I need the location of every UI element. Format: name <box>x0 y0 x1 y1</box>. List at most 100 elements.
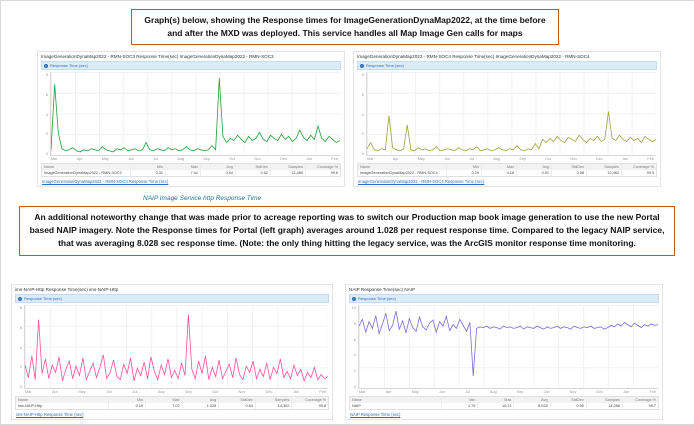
chart-plot-area: 8 6 4 2 0 <box>38 71 344 156</box>
x-tick-label: Nov <box>569 390 577 394</box>
x-tick-label: Sep <box>184 390 192 394</box>
chart-plot-area: 10 8 6 4 2 0 <box>346 304 662 389</box>
y-tick-label: 8 <box>353 320 356 326</box>
chart-footer-link[interactable]: ImageGenerationDynaMap2022 - RMN-SOC4 Re… <box>358 179 485 184</box>
y-tick-label: 6 <box>361 91 364 97</box>
stats-value-cell: 0.58 <box>552 170 587 176</box>
stats-header-cell: Coverage % <box>635 398 657 402</box>
y-tick-label: 0 <box>353 383 356 389</box>
x-axis: Mar Apr May Jun Jul Aug Sep Oct Nov Dec Jan Feb <box>346 389 662 395</box>
x-axis: Mar Apr May Jun Jul Aug Sep Oct Nov Dec Jan Feb <box>354 156 660 162</box>
y-tick-label: 0 <box>45 151 48 156</box>
stats-value-cell: 10.21 <box>478 403 515 409</box>
y-axis: 8 6 4 2 0 <box>14 305 24 389</box>
x-tick-label: Dec <box>596 390 604 394</box>
line-series-soc3 <box>51 72 340 155</box>
info-icon: i <box>44 63 48 68</box>
x-tick-label: Sep <box>516 390 524 394</box>
x-tick-label: Feb <box>331 157 338 161</box>
y-axis: 8 6 4 2 0 <box>40 72 50 156</box>
line-series-naip-http <box>25 305 328 388</box>
chart-footer-link[interactable]: ims-NAIP-Http Response Time (sec) <box>16 412 84 417</box>
info-icon: i <box>352 296 356 301</box>
stats-header-cell: Max <box>166 164 201 170</box>
line-series-soc4 <box>367 72 656 155</box>
stats-value-cell: 0.29 <box>447 170 482 176</box>
chart-stats-table: Name Min Max Avg StdDev Samples Coverage % Ima… <box>357 163 657 177</box>
stats-value-cell: 1.028 <box>183 403 220 409</box>
chart-title: NAIP Response Time(sec) NAIP <box>349 287 416 292</box>
chart-info-text: Response Time (sec) <box>24 296 62 301</box>
x-tick-label: Aug <box>493 157 501 161</box>
stats-header-cell: Samples <box>271 164 306 170</box>
y-tick-label: 6 <box>19 324 22 330</box>
stats-header-cell: Coverage % <box>633 165 654 169</box>
x-tick-label: Jul <box>153 157 159 161</box>
chart-info-text: Response Time (sec) <box>366 63 404 68</box>
x-tick-label: Jun <box>128 157 135 161</box>
x-tick-label: Oct <box>545 157 552 161</box>
info-icon: i <box>360 63 364 68</box>
chart-stats-table: Name Min Max Avg StdDev Samples Coverage % Ima… <box>41 163 341 177</box>
stats-header-cell: Name <box>358 164 447 170</box>
x-tick-label: Dec <box>596 157 603 161</box>
stats-value-cell: 12,462 <box>587 170 622 176</box>
y-tick-label: 0 <box>361 151 364 156</box>
chart-title: ims-NAIP-Http Response Time(sec) ims-NAI… <box>15 287 119 292</box>
x-tick-label: Apr <box>385 390 392 394</box>
stats-header-cell: Max <box>146 397 183 403</box>
x-tick-label: Feb <box>649 390 656 394</box>
stats-header-cell: Avg <box>514 397 551 403</box>
stats-header-cell: StdDev <box>219 397 256 403</box>
chart-plot-area: 8 6 4 2 0 <box>12 304 332 389</box>
stats-value-cell: NAIP <box>350 403 443 409</box>
chart-info-text: Response Time (sec) <box>50 63 88 68</box>
y-tick-label: 4 <box>361 111 364 117</box>
stats-value-cell: 0.91 <box>517 170 552 176</box>
stats-header-cell: Avg <box>201 164 236 170</box>
chart-footer-link[interactable]: NAIP Response Time (sec) <box>350 412 401 417</box>
y-tick-label: 8 <box>45 72 48 77</box>
x-tick-label: Jul <box>465 390 470 394</box>
stats-header-cell: Name <box>16 397 110 403</box>
stats-value-cell: 0.94 <box>201 170 236 176</box>
stats-value-cell: 99.6 <box>330 171 338 175</box>
x-tick-label: Nov <box>254 157 261 161</box>
stats-value-cell: ImageGenerationDynaMap2022 - RMN-SOC4 <box>358 170 447 176</box>
y-axis: 10 8 6 4 2 0 <box>348 305 358 389</box>
stats-header-cell: StdDev <box>551 397 587 403</box>
y-tick-label: 4 <box>353 352 356 358</box>
y-tick-label: 2 <box>19 364 22 370</box>
stats-value-cell: 99.5 <box>646 171 654 175</box>
chart-info-bar: i Response Time (sec) <box>357 61 657 70</box>
stats-header-cell: Name <box>350 397 443 403</box>
x-tick-label: Apr <box>392 157 399 161</box>
stats-value-cell: 0.62 <box>236 170 271 176</box>
chart-footer-link[interactable]: ImageGenerationDynaMap2022 - RMN-SOC3 Re… <box>42 179 169 184</box>
x-tick-label: Jan <box>292 390 299 394</box>
line-series-naip <box>359 305 658 388</box>
x-tick-label: Apr <box>51 390 58 394</box>
y-tick-label: 0 <box>19 384 22 389</box>
stats-value-cell: 0.19 <box>109 403 147 409</box>
stats-value-cell: 0.84 <box>219 403 256 409</box>
stats-header-cell: Min <box>131 164 166 170</box>
y-tick-label: 4 <box>19 344 22 350</box>
chart-title: ImageGenerationDynaMap2022 - RMN-SOC3 Re… <box>41 54 274 59</box>
stats-value-row: ims-NAIP-Http 0.19 7.02 1.028 0.84 14,302 99.8 <box>16 403 328 409</box>
x-tick-label: Nov <box>570 157 577 161</box>
stats-header-cell: Coverage % <box>305 398 327 402</box>
x-tick-label: Jan <box>623 390 630 394</box>
plot-grid <box>366 72 656 156</box>
stats-value-cell: 8.028 <box>514 403 551 409</box>
x-tick-label: May <box>101 157 109 161</box>
y-tick-label: 6 <box>45 91 48 97</box>
stats-value-row: NAIP 1.79 10.21 8.028 0.96 14,286 99.7 <box>350 403 658 409</box>
stats-header-cell: Max <box>478 397 515 403</box>
chart-panel-naip: NAIP Response Time(sec) NAIP i Response … <box>345 284 663 420</box>
x-tick-label: Jan <box>306 157 313 161</box>
x-tick-label: Aug <box>489 390 497 394</box>
y-tick-label: 10 <box>351 305 356 310</box>
x-tick-label: Feb <box>647 157 654 161</box>
